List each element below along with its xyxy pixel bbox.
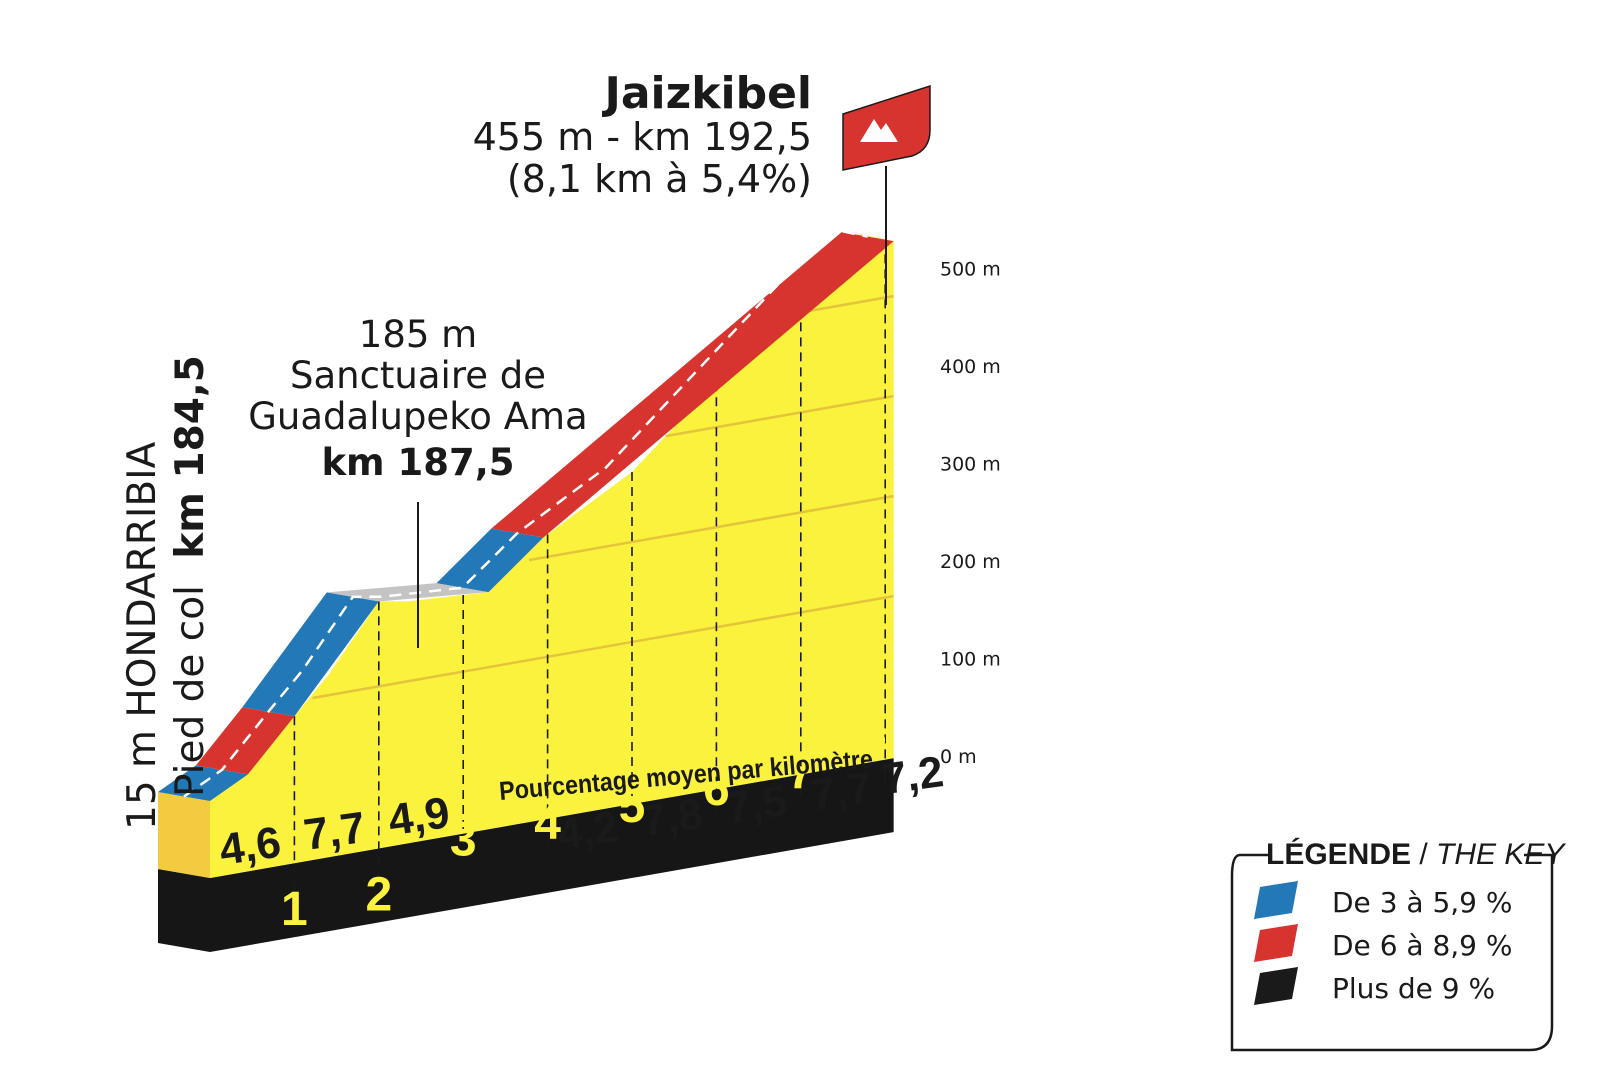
km-base-slab [210,758,894,952]
avg-percentage-value: 7,8 [638,789,705,846]
waypoint-altitude: 185 m [359,313,477,356]
avg-percentage-value: 7,2 [879,747,946,804]
altitude-tick-label: 400 m [940,356,1001,378]
mountain-icon [860,119,898,142]
altitude-tick-label: 500 m [940,259,1001,281]
km-marker: 2 [365,868,392,921]
altitude-gridline [312,594,894,700]
waypoint-name-line2: Guadalupeko Ama [248,395,587,438]
profile-body-side [158,792,210,878]
altitude-tick-label: 100 m [940,649,1001,671]
km-marker: 1 [281,883,308,936]
legend-title-sub: THE KEY [1436,838,1566,871]
avg-percentage-value: 4,2 [554,802,621,859]
gradient-band-blue [242,592,379,717]
km-marker: 5 [619,780,646,833]
waypoint-annotation: 185 m Sanctuaire de Guadalupeko Ama km 1… [248,313,588,648]
avg-percentage-value: 4,6 [216,818,283,875]
gradient-band-blue [436,528,544,593]
legend-title: LÉGENDE / THE KEY [1266,837,1566,871]
legend-title-sep: / [1419,838,1436,871]
altitude-gridline [528,494,894,562]
legend-title-main: LÉGENDE [1266,837,1411,871]
km-marker: 3 [450,814,477,867]
km-marker: 8 [860,708,887,761]
altitude-tick-label: 300 m [940,454,1001,476]
legend: LÉGENDE / THE KEY De 3 à 5,9 % De 6 à 8,9… [1230,837,1566,1052]
start-location: 15 m HONDARRIBIA [120,441,165,830]
summit-altitude-km: 455 m - km 192,5 [473,115,812,159]
legend-swatch [1254,881,1298,919]
start-foot-km: km 184,5 [168,355,213,559]
altitude-tick-label: 0 m [940,746,977,768]
summit-climb-stats: (8,1 km à 5,4%) [507,157,812,201]
band-centerline [183,228,868,798]
avg-percentage-value: 7,7 [301,803,368,860]
legend-swatch [1254,967,1298,1005]
legend-item-label: Plus de 9 % [1332,972,1495,1005]
legend-swatch [1254,924,1298,962]
km-marker: 6 [703,763,730,816]
summit-name: Jaizkibel [601,68,812,119]
altitude-tick-label: 200 m [940,551,1001,573]
avg-percentage-value: 7,7 [807,763,874,820]
avg-percentage-value: 4,9 [385,788,452,845]
avg-percentage-value: 7,5 [723,776,790,833]
gradient-band-red [491,232,894,538]
start-foot-label: Pied de col [168,585,213,797]
legend-frame [1230,853,1554,1052]
legend-item-label: De 6 à 8,9 % [1332,929,1513,962]
legend-item-label: De 3 à 5,9 % [1332,886,1513,919]
km-marker: 4 [534,797,561,850]
km-base-slab-side [158,869,210,952]
waypoint-km: km 187,5 [321,441,514,484]
altitude-gridline [665,394,894,438]
summit-flag [842,84,931,305]
waypoint-name-line1: Sanctuaire de [290,354,546,397]
gradient-band-grey [326,583,489,602]
start-foot: Pied de col km 184,5 [168,355,213,797]
km-marker: 7 [787,746,814,799]
